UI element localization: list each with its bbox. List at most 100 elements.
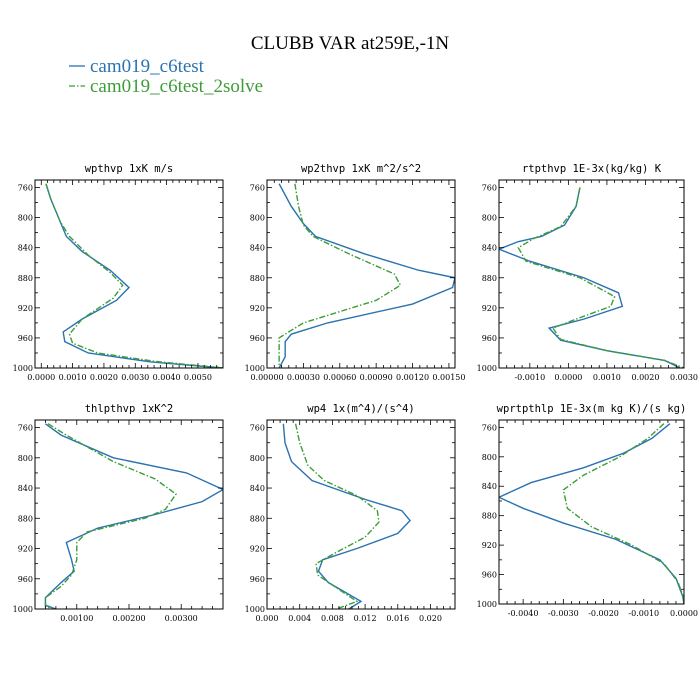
series-line-c6test	[499, 187, 681, 368]
x-tick-label: 0.0050	[184, 373, 212, 382]
x-tick-label: -0.0020	[588, 609, 619, 618]
plot-frame	[266, 419, 456, 610]
figure-title: CLUBB VAR at259E,-1N	[251, 33, 450, 54]
y-tick-label: 960	[482, 571, 497, 580]
series-line-c6test-2solve	[278, 183, 402, 368]
x-tick-label: 0.00000	[250, 373, 283, 382]
plot-frame	[498, 179, 685, 369]
y-tick-label: 1000	[245, 605, 265, 614]
y-tick-label: 840	[482, 244, 497, 253]
y-tick-label: 920	[250, 545, 265, 554]
series-line-c6test	[44, 423, 223, 609]
y-tick-label: 760	[482, 423, 497, 432]
y-tick-label: 880	[250, 514, 265, 523]
legend-label-0: cam019_c6test	[90, 56, 205, 77]
y-tick-label: 960	[482, 334, 497, 343]
y-tick-label: 840	[18, 484, 33, 493]
x-tick-label: 0.00300	[165, 614, 198, 623]
panel-title: wprtpthlp 1E-3x(m kg K)/(s kg)	[497, 403, 687, 415]
x-tick-label: 0.00090	[360, 373, 393, 382]
panel-title: wp2thvp 1xK m^2/s^2	[301, 163, 421, 175]
y-tick-label: 880	[18, 514, 33, 523]
y-tick-label: 880	[482, 274, 497, 283]
series-line-c6test-2solve	[44, 423, 177, 609]
x-tick-label: 0.016	[386, 614, 409, 623]
y-tick-label: 880	[18, 274, 33, 283]
panel-title: wpthvp 1xK m/s	[85, 163, 174, 175]
x-tick-label: 0.004	[288, 614, 311, 623]
y-tick-label: 960	[250, 575, 265, 584]
x-tick-label: 0.0000	[670, 609, 698, 618]
panel-4: wp4 1x(m^4)/(s^4)76080084088092096010000…	[245, 403, 456, 623]
y-tick-label: 840	[482, 482, 497, 491]
y-tick-label: 800	[482, 214, 497, 223]
x-tick-label: -0.0030	[548, 609, 579, 618]
x-tick-label: 0.0030	[121, 373, 149, 382]
x-tick-label: 0.012	[354, 614, 377, 623]
y-tick-label: 960	[18, 334, 33, 343]
y-tick-label: 1000	[477, 364, 497, 373]
x-tick-label: 0.0040	[153, 373, 181, 382]
y-tick-label: 800	[250, 454, 265, 463]
panel-title: rtpthvp 1E-3x(kg/kg) K	[522, 163, 662, 175]
y-tick-label: 840	[18, 244, 33, 253]
y-tick-label: 760	[250, 184, 265, 193]
y-tick-label: 920	[18, 304, 33, 313]
series-line-c6test	[45, 183, 223, 368]
series-line-c6test-2solve	[45, 183, 223, 368]
series-line-c6test	[282, 423, 411, 609]
panel-title: wp4 1x(m^4)/(s^4)	[307, 403, 414, 415]
y-tick-label: 760	[18, 184, 33, 193]
panel-1: wp2thvp 1xK m^2/s^2 760 800 840 880 920 960 100…	[245, 163, 466, 382]
x-tick-label: 0.008	[321, 614, 344, 623]
x-tick-label: 0.0020	[631, 373, 659, 382]
y-tick-label: 760	[482, 184, 497, 193]
y-tick-label: 880	[482, 512, 497, 521]
legend: cam019_c6test cam019_c6test_2solve	[69, 56, 263, 97]
y-tick-label: 800	[18, 454, 33, 463]
x-tick-label: 0.020	[419, 614, 442, 623]
y-tick-label: 1000	[13, 364, 33, 373]
series-line-c6test	[278, 183, 455, 368]
panel-0: wpthvp 1xK m/s76080084088092096010000.00…	[13, 163, 224, 382]
legend-label-1: cam019_c6test_2solve	[90, 76, 263, 97]
x-tick-label: 0.00100	[60, 614, 93, 623]
y-tick-label: 760	[250, 424, 265, 433]
y-tick-label: 880	[250, 274, 265, 283]
y-tick-label: 920	[482, 304, 497, 313]
y-tick-label: 960	[18, 575, 33, 584]
y-tick-label: 1000	[477, 600, 497, 609]
x-tick-label: 0.00150	[432, 373, 465, 382]
x-tick-label: 0.0030	[670, 373, 698, 382]
series-line-c6test-2solve	[562, 423, 684, 604]
y-tick-label: 920	[18, 545, 33, 554]
x-tick-label: 0.0000	[554, 373, 582, 382]
y-tick-label: 960	[250, 334, 265, 343]
y-tick-label: 800	[250, 214, 265, 223]
x-tick-label: -0.0040	[508, 609, 539, 618]
x-tick-label: 0.00200	[112, 614, 145, 623]
x-tick-label: 0.00060	[323, 373, 356, 382]
series-line-c6test-2solve	[294, 423, 380, 609]
plot-frame	[266, 179, 456, 369]
y-tick-label: 1000	[13, 605, 33, 614]
y-tick-label: 840	[250, 244, 265, 253]
y-tick-label: 800	[482, 453, 497, 462]
plot-frame	[34, 179, 224, 369]
y-tick-label: 1000	[245, 364, 265, 373]
panel-title: thlpthvp 1xK^2	[85, 403, 174, 415]
x-tick-label: 0.0020	[90, 373, 118, 382]
series-line-c6test-2solve	[517, 187, 684, 368]
y-tick-label: 920	[250, 304, 265, 313]
panel-5: wprtpthlp 1E-3x(m kg K)/(s kg)760 800 840 8…	[477, 403, 698, 618]
panel-2: rtpthvp 1E-3x(kg/kg) K 760 800 840 880 920 960…	[477, 163, 698, 382]
x-tick-label: 0.000	[256, 614, 279, 623]
x-tick-label: 0.0010	[593, 373, 621, 382]
plot-frame	[498, 419, 685, 605]
x-tick-label: -0.0010	[628, 609, 659, 618]
y-tick-label: 920	[482, 541, 497, 550]
x-tick-label: 0.00120	[396, 373, 429, 382]
panels: wpthvp 1xK m/s76080084088092096010000.00…	[13, 163, 698, 623]
x-tick-label: 0.0000	[27, 373, 55, 382]
